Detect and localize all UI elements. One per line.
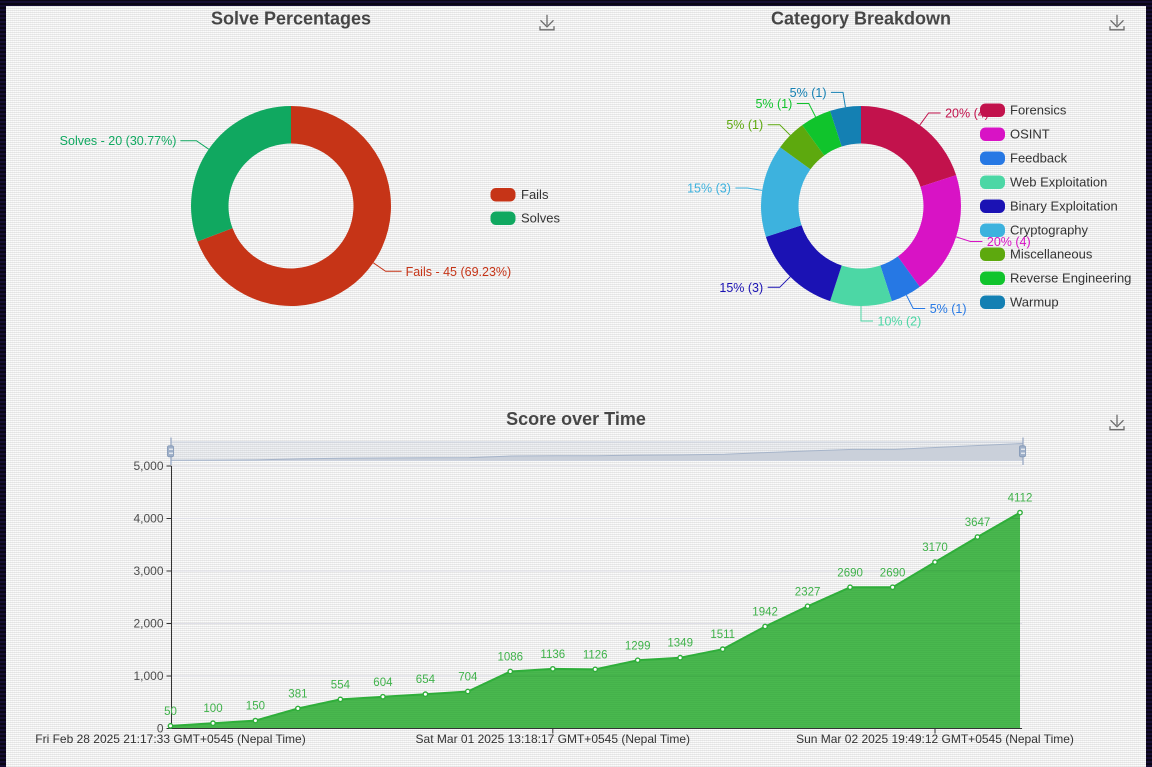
svg-text:Miscellaneous: Miscellaneous xyxy=(1010,247,1093,262)
svg-text:1086: 1086 xyxy=(498,652,524,664)
svg-text:50: 50 xyxy=(164,706,177,718)
svg-text:3647: 3647 xyxy=(965,517,991,529)
svg-text:1126: 1126 xyxy=(583,649,608,661)
svg-text:20% (4): 20% (4) xyxy=(945,107,989,121)
svg-text:2327: 2327 xyxy=(795,586,821,598)
svg-text:3170: 3170 xyxy=(922,542,948,554)
svg-text:20% (4): 20% (4) xyxy=(987,235,1031,249)
svg-text:704: 704 xyxy=(458,672,478,684)
svg-text:15% (3): 15% (3) xyxy=(719,281,763,295)
svg-text:3,000: 3,000 xyxy=(133,564,163,578)
svg-text:1349: 1349 xyxy=(667,638,693,650)
svg-text:Web Exploitation: Web Exploitation xyxy=(1010,175,1107,190)
svg-text:5% (1): 5% (1) xyxy=(726,118,763,132)
svg-text:2,000: 2,000 xyxy=(133,617,163,631)
svg-text:1511: 1511 xyxy=(710,629,735,641)
svg-text:1299: 1299 xyxy=(625,640,651,652)
svg-text:5% (1): 5% (1) xyxy=(755,97,792,111)
svg-text:Sun Mar 02 2025 19:49:12 GMT+0: Sun Mar 02 2025 19:49:12 GMT+0545 (Nepal… xyxy=(796,732,1074,746)
svg-text:1,000: 1,000 xyxy=(133,669,163,683)
svg-text:5% (1): 5% (1) xyxy=(790,86,827,100)
svg-text:604: 604 xyxy=(373,677,393,689)
svg-text:5% (1): 5% (1) xyxy=(930,302,967,316)
svg-text:2690: 2690 xyxy=(837,567,863,579)
svg-text:100: 100 xyxy=(203,703,222,715)
svg-text:4,000: 4,000 xyxy=(133,512,163,526)
svg-text:10% (2): 10% (2) xyxy=(878,315,922,329)
svg-text:Sat Mar 01 2025 13:18:17 GMT+0: Sat Mar 01 2025 13:18:17 GMT+0545 (Nepal… xyxy=(416,732,690,746)
svg-text:Solves: Solves xyxy=(521,211,561,226)
svg-text:2690: 2690 xyxy=(880,567,906,579)
svg-text:0: 0 xyxy=(157,722,164,736)
svg-text:Score over Time: Score over Time xyxy=(506,409,646,429)
svg-text:Binary Exploitation: Binary Exploitation xyxy=(1010,199,1118,214)
svg-text:15% (3): 15% (3) xyxy=(687,182,731,196)
svg-text:381: 381 xyxy=(288,689,307,701)
svg-text:Solve Percentages: Solve Percentages xyxy=(211,9,371,29)
svg-text:Fri Feb 28 2025 21:17:33 GMT+0: Fri Feb 28 2025 21:17:33 GMT+0545 (Nepal… xyxy=(35,732,305,746)
svg-text:Fails - 45 (69.23%): Fails - 45 (69.23%) xyxy=(406,265,512,279)
svg-text:Feedback: Feedback xyxy=(1010,151,1068,166)
svg-text:Reverse Engineering: Reverse Engineering xyxy=(1010,271,1131,286)
svg-text:654: 654 xyxy=(416,674,436,686)
svg-text:554: 554 xyxy=(331,679,351,691)
svg-text:5,000: 5,000 xyxy=(133,459,163,473)
svg-text:Category Breakdown: Category Breakdown xyxy=(771,9,951,29)
svg-text:150: 150 xyxy=(246,701,265,713)
svg-text:Solves - 20 (30.77%): Solves - 20 (30.77%) xyxy=(60,134,177,148)
svg-text:1942: 1942 xyxy=(752,607,778,619)
svg-text:1136: 1136 xyxy=(540,649,565,661)
svg-text:Fails: Fails xyxy=(521,187,549,202)
svg-text:Cryptography: Cryptography xyxy=(1010,223,1089,238)
svg-text:Forensics: Forensics xyxy=(1010,103,1067,118)
svg-text:4112: 4112 xyxy=(1008,493,1033,505)
svg-text:Warmup: Warmup xyxy=(1010,295,1059,310)
svg-text:OSINT: OSINT xyxy=(1010,127,1050,142)
